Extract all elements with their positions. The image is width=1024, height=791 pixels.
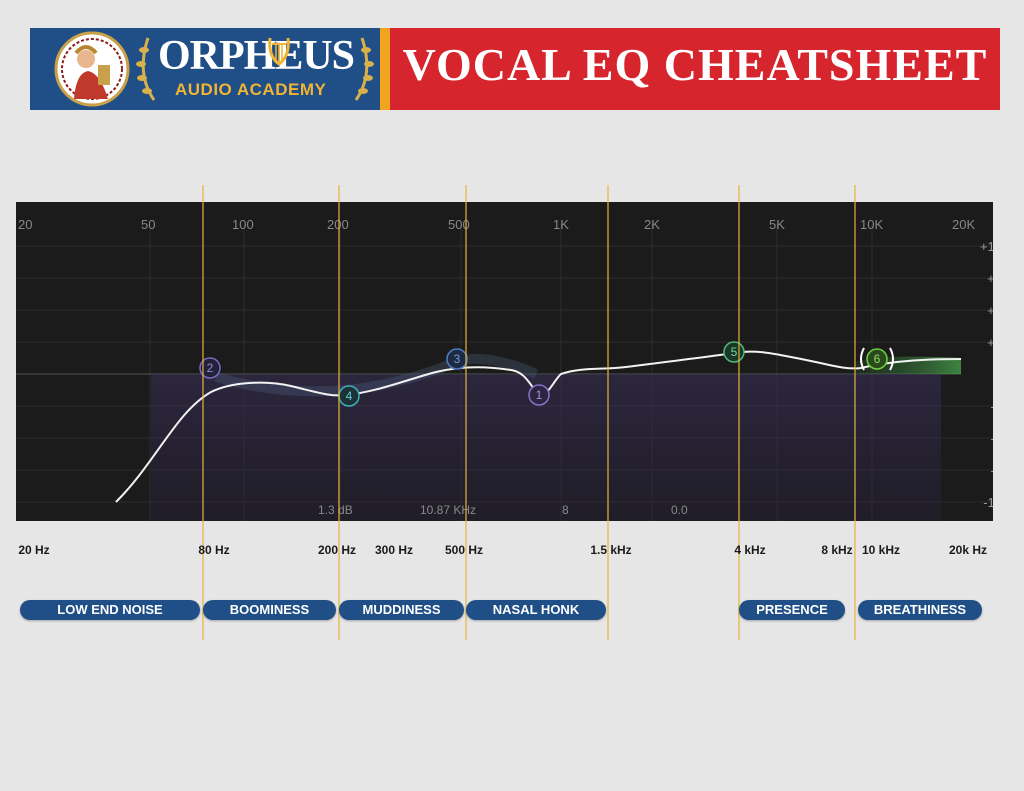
eq-freq-label: 20 [18, 217, 32, 232]
eq-freq-label: 1K [553, 217, 569, 232]
brand-divider [380, 28, 390, 110]
eq-freq-label: 50 [141, 217, 155, 232]
q-readout: 8 [562, 503, 569, 517]
output-readout: 0.0 [671, 503, 688, 517]
eq-freq-label: 100 [232, 217, 254, 232]
laurel-right-icon [354, 37, 374, 101]
db-label: -12 [983, 495, 993, 510]
eq-freq-label: 2K [644, 217, 660, 232]
eq-node-2[interactable]: 2 [199, 357, 221, 379]
marker-line-500hz [465, 185, 467, 640]
header-banner: ORPHEUS AUDIO ACADEMY VOCAL EQ CHEATSHEE… [30, 28, 1000, 110]
marker-line-80hz [202, 185, 204, 640]
brand-subtitle: AUDIO ACADEMY [175, 80, 327, 99]
marker-line-200hz [338, 185, 340, 640]
db-label: +6 [987, 303, 993, 318]
eq-freq-label: 10K [860, 217, 883, 232]
eq-node-label: 2 [207, 361, 214, 375]
freq-label: 300 Hz [374, 543, 414, 557]
freq-label: 10 kHz [861, 543, 901, 557]
marker-line-8khz [854, 185, 856, 640]
freq-label: 500 Hz [444, 543, 484, 557]
laurel-left-icon [136, 37, 156, 101]
band-nasal-honk[interactable]: NASAL HONK [466, 600, 606, 620]
freq-label: 20k Hz [948, 543, 988, 557]
eq-node-label: 6 [874, 352, 881, 366]
db-label: +3 [987, 335, 993, 350]
band-presence[interactable]: PRESENCE [739, 600, 845, 620]
eq-node-6[interactable]: 6 [860, 347, 894, 371]
eq-freq-label: 5K [769, 217, 785, 232]
freq-readout: 10.87 KHz [420, 503, 476, 517]
orpheus-medallion-icon [54, 31, 130, 107]
db-label: -6 [990, 431, 993, 446]
band-breathiness[interactable]: BREATHINESS [858, 600, 982, 620]
db-label: +9 [987, 271, 993, 286]
eq-node-1[interactable]: 1 [528, 384, 550, 406]
db-label: +12 [980, 239, 993, 254]
eq-node-label: 5 [731, 345, 738, 359]
eq-node-5[interactable]: 5 [723, 341, 745, 363]
eq-node-label: 3 [454, 352, 461, 366]
freq-label: 80 Hz [198, 543, 230, 557]
band-muddiness[interactable]: MUDDINESS [339, 600, 464, 620]
page-title: VOCAL EQ CHEATSHEET [402, 39, 988, 90]
eq-node-4[interactable]: 4 [338, 385, 360, 407]
band-shadow [214, 353, 539, 397]
db-label: -9 [990, 463, 993, 478]
gain-readout: 1.3 dB [318, 503, 353, 517]
brand-block: ORPHEUS AUDIO ACADEMY [30, 28, 380, 110]
eq-freq-label: 200 [327, 217, 349, 232]
lyre-icon [268, 37, 290, 66]
brand-name: ORPHEUS [158, 33, 355, 79]
eq-node-label: 4 [346, 389, 353, 403]
title-block: VOCAL EQ CHEATSHEET [390, 28, 1000, 110]
freq-label: 1.5 kHz [590, 543, 632, 557]
db-label: -3 [990, 399, 993, 414]
band-boominess[interactable]: BOOMINESS [203, 600, 336, 620]
freq-label: 8 kHz [821, 543, 853, 557]
freq-label: 20 Hz [18, 543, 50, 557]
band-low-end-noise[interactable]: LOW END NOISE [20, 600, 200, 620]
eq-node-label: 1 [536, 388, 543, 402]
freq-label: 4 kHz [734, 543, 766, 557]
eq-freq-label: 500 [448, 217, 470, 232]
eq-freq-label: 20K [952, 217, 975, 232]
eq-display: 20 50 100 200 500 1K 2K 5K 10K 20K +12 +… [16, 202, 993, 521]
marker-line-4khz [738, 185, 740, 640]
freq-label: 200 Hz [317, 543, 357, 557]
marker-line-1-5khz [607, 185, 609, 640]
eq-node-3[interactable]: 3 [446, 348, 468, 370]
